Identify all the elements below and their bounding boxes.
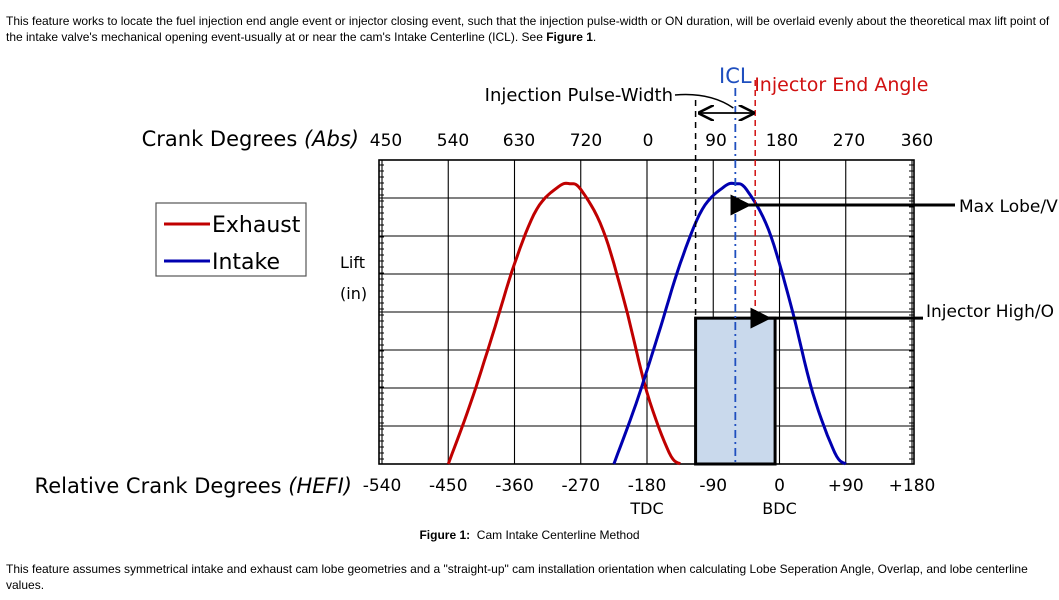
legend-label-exhaust: Exhaust — [212, 213, 301, 238]
bottom-tick-label: -180 — [628, 476, 667, 496]
outro-text: This feature assumes symmetrical intake … — [6, 562, 1028, 592]
bottom-axis-title-em: (HEFI) — [288, 474, 352, 498]
outro-paragraph: This feature assumes symmetrical intake … — [6, 561, 1056, 593]
icl-label: ICL — [719, 64, 752, 88]
bottom-axis-title-main: Relative Crank Degrees — [35, 474, 289, 498]
caption-text: Cam Intake Centerline Method — [476, 528, 640, 542]
top-tick-label: 270 — [833, 131, 865, 151]
injector-high-label: Injector High/O — [926, 302, 1054, 322]
top-tick-label: 540 — [437, 131, 469, 151]
top-axis-title: Crank Degrees (Abs) — [142, 127, 359, 151]
plot-frame — [378, 159, 915, 465]
bottom-tick-label: -360 — [495, 476, 534, 496]
legend-label-intake: Intake — [212, 250, 280, 275]
injector-end-angle-label: Injector End Angle — [754, 74, 928, 96]
legend-box — [155, 202, 307, 277]
cam-centerline-chart: ICL Injector End Angle Injection Pulse-W… — [35, 64, 1059, 518]
legend: Exhaust Intake — [155, 202, 307, 277]
bottom-tick-label: -450 — [429, 476, 468, 496]
top-tick-label: 360 — [901, 131, 933, 151]
bottom-tick-label: -540 — [363, 476, 402, 496]
top-tick-label: 720 — [570, 131, 602, 151]
top-axis-ticks: 450 540 630 720 0 90 180 270 360 — [370, 131, 933, 151]
bottom-tick-label: -90 — [699, 476, 727, 496]
intro-paragraph: This feature works to locate the fuel in… — [6, 13, 1051, 45]
pulse-width-label: Injection Pulse-Width — [485, 85, 673, 106]
figure-caption: Figure 1: Cam Intake Centerline Method — [0, 528, 1059, 542]
top-tick-label: 0 — [643, 131, 654, 151]
top-tick-label: 630 — [503, 131, 535, 151]
bdc-label: BDC — [762, 499, 796, 518]
figure-reference: Figure 1 — [546, 30, 593, 44]
y-axis-label-lift: Lift — [340, 253, 365, 272]
y-axis-minor-ticks — [379, 164, 914, 460]
top-tick-label: 450 — [370, 131, 402, 151]
bottom-axis-title: Relative Crank Degrees (HEFI) — [35, 474, 352, 498]
bottom-axis-ticks: -540 -450 -360 -270 -180 -90 0 +90 +180 — [363, 476, 936, 496]
top-axis-title-em: (Abs) — [304, 127, 359, 151]
intro-text: This feature works to locate the fuel in… — [6, 14, 1050, 44]
bottom-tick-label: -270 — [561, 476, 600, 496]
bottom-tick-label: +90 — [828, 476, 864, 496]
bottom-tick-label: +180 — [889, 476, 936, 496]
series-line-exhaust — [446, 181, 681, 466]
top-tick-label: 90 — [705, 131, 727, 151]
intro-end: . — [592, 30, 597, 44]
bottom-tick-label: 0 — [774, 476, 785, 496]
caption-prefix: Figure 1: — [419, 528, 471, 542]
y-axis-label-unit: (in) — [340, 284, 367, 303]
top-axis-title-main: Crank Degrees — [142, 127, 304, 151]
max-lobe-label: Max Lobe/V — [959, 197, 1058, 217]
pulse-width-leader — [674, 93, 734, 109]
top-tick-label: 180 — [766, 131, 798, 151]
tdc-label: TDC — [629, 499, 663, 518]
